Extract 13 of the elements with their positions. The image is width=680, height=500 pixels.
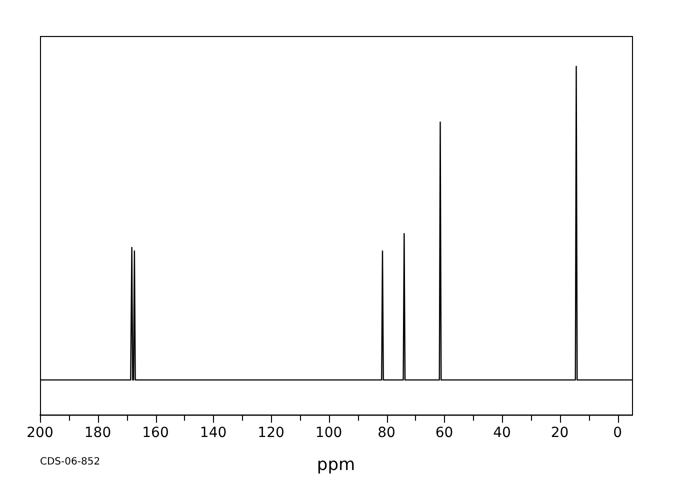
x-axis-title: ppm [316, 455, 356, 476]
x-tick-label: 20 [550, 424, 569, 441]
x-tick-label: 120 [258, 424, 284, 441]
x-tick-label: 200 [26, 424, 54, 441]
x-tick-label: 100 [315, 424, 342, 441]
text: CDS-06-852 [40, 456, 100, 468]
x-tick-label: 180 [84, 424, 112, 441]
x-tick-label: 40 [493, 424, 511, 441]
x-tick-label: 140 [200, 424, 227, 441]
x-tick-label: 160 [142, 424, 169, 441]
x-tick-label: 60 [435, 424, 454, 441]
x-tick-label: 0 [613, 424, 622, 441]
x-tick-label: 80 [378, 424, 396, 441]
